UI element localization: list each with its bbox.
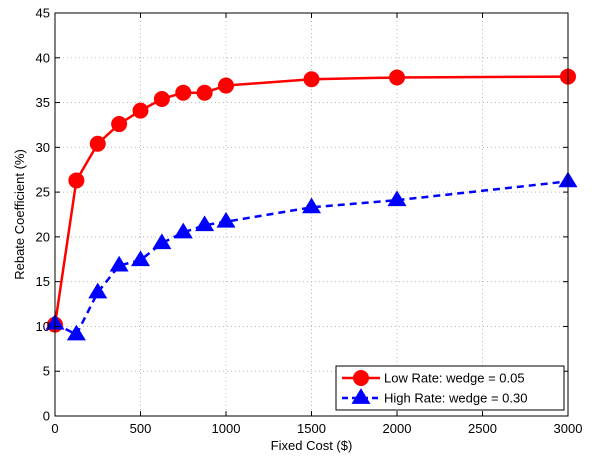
data-point	[109, 255, 129, 272]
data-point	[216, 211, 236, 228]
data-point	[303, 71, 320, 88]
data-point	[130, 250, 151, 267]
x-tick-label: 0	[51, 421, 58, 436]
y-axis-label: Rebate Coefficient (%)	[12, 149, 27, 280]
data-point	[196, 84, 213, 101]
legend-label: High Rate: wedge = 0.30	[384, 391, 527, 406]
series-1	[47, 68, 576, 333]
x-axis-label: Fixed Cost ($)	[271, 438, 353, 453]
series-2	[45, 171, 578, 341]
grid	[55, 13, 568, 416]
data-point	[89, 135, 106, 152]
data-point	[66, 324, 86, 341]
x-axis-ticks: 0 500 1000 1500 2000 2500 3000	[51, 13, 582, 436]
legend-item: Low Rate: wedge = 0.05	[342, 370, 525, 386]
data-point	[88, 282, 108, 299]
x-tick-label: 2500	[468, 421, 497, 436]
y-axis-ticks: 0 5 10 15 20 25 30 35 40 45	[36, 6, 568, 424]
legend-item: High Rate: wedge = 0.30	[342, 388, 527, 406]
y-tick-label: 0	[43, 409, 50, 424]
x-tick-label: 1500	[297, 421, 326, 436]
y-tick-label: 35	[36, 95, 50, 110]
y-tick-label: 5	[43, 364, 50, 379]
y-tick-label: 30	[36, 140, 50, 155]
data-point	[153, 90, 170, 107]
legend-box	[335, 365, 565, 411]
y-tick-label: 45	[36, 6, 50, 21]
x-tick-label: 3000	[554, 421, 583, 436]
series-layer	[45, 68, 578, 341]
y-tick-label: 25	[36, 185, 50, 200]
y-tick-label: 10	[36, 319, 50, 334]
data-point	[175, 84, 192, 101]
legend: Low Rate: wedge = 0.05 High Rate: wedge =…	[335, 365, 565, 411]
x-tick-label: 2000	[383, 421, 412, 436]
y-tick-label: 40	[36, 50, 50, 65]
data-point	[68, 172, 85, 189]
y-tick-label: 15	[36, 274, 50, 289]
y-tick-label: 20	[36, 229, 50, 244]
data-point	[111, 116, 128, 133]
series-line	[54, 180, 569, 336]
x-tick-label: 1000	[212, 421, 241, 436]
data-point	[152, 233, 172, 250]
data-point	[132, 102, 149, 119]
data-point	[301, 197, 322, 214]
legend-marker	[351, 388, 371, 404]
x-tick-label: 500	[130, 421, 152, 436]
legend-marker	[353, 370, 369, 386]
data-point	[218, 77, 234, 94]
legend-label: Low Rate: wedge = 0.05	[384, 371, 525, 386]
data-point	[195, 215, 215, 232]
data-point	[389, 69, 405, 86]
data-point	[173, 222, 193, 239]
data-point	[387, 190, 407, 207]
